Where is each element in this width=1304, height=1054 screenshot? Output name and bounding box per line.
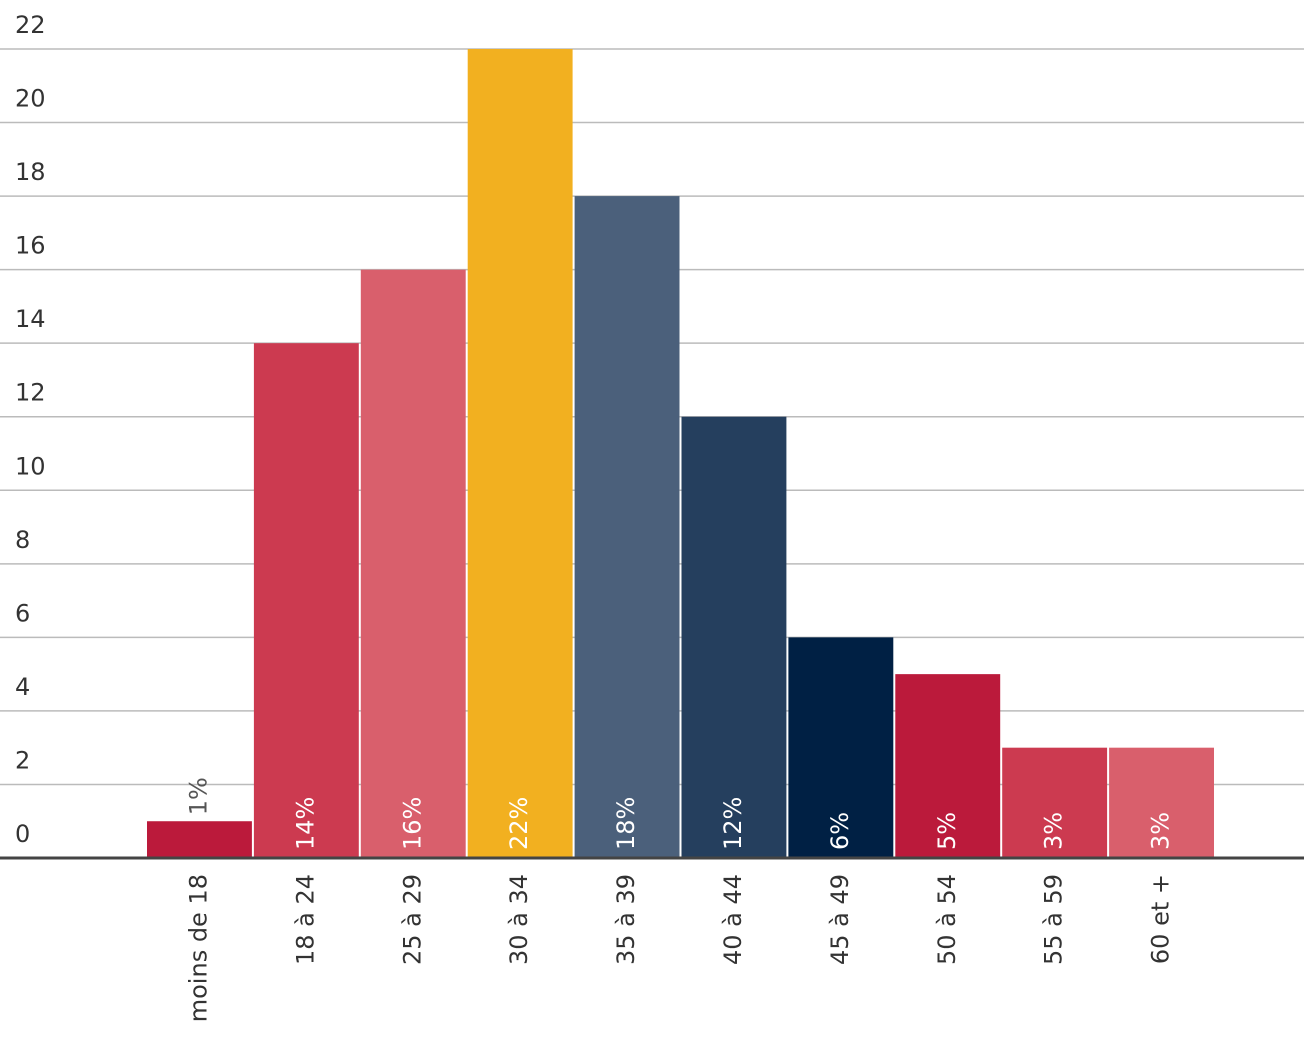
bar [788, 637, 894, 858]
x-tick-label: 18 à 24 [291, 874, 319, 965]
value-label: 3% [1147, 812, 1175, 850]
value-label: 14% [291, 797, 319, 850]
x-tick-label: 25 à 29 [398, 874, 426, 965]
bar [1002, 747, 1108, 858]
bar [681, 416, 787, 858]
value-label: 22% [505, 797, 533, 850]
bar [253, 343, 359, 858]
x-tick-label: 50 à 54 [933, 874, 961, 965]
y-tick-label: 10 [15, 452, 46, 480]
y-tick-label: 8 [15, 526, 30, 554]
y-tick-label: 6 [15, 599, 30, 627]
y-tick-label: 4 [15, 673, 30, 701]
y-tick-label: 16 [15, 232, 46, 260]
y-tick-label: 2 [15, 746, 30, 774]
value-label: 5% [933, 812, 961, 850]
bar [467, 49, 573, 858]
x-tick-label: 60 et + [1147, 874, 1175, 964]
x-tick-label: moins de 18 [184, 874, 212, 1022]
y-tick-label: 22 [15, 11, 46, 39]
y-tick-label: 20 [15, 85, 46, 113]
value-label: 1% [184, 777, 212, 815]
y-tick-label: 14 [15, 305, 46, 333]
y-tick-label: 18 [15, 158, 46, 186]
y-tick-label: 12 [15, 379, 46, 407]
value-label: 6% [826, 812, 854, 850]
bar [147, 821, 252, 858]
value-label: 18% [612, 797, 640, 850]
x-tick-label: 55 à 59 [1040, 874, 1068, 965]
value-label: 16% [398, 797, 426, 850]
bar [360, 269, 466, 858]
x-tick-label: 40 à 44 [719, 874, 747, 965]
bar [574, 196, 680, 858]
bar [1109, 747, 1214, 858]
x-tick-label: 30 à 34 [505, 874, 533, 965]
bar [895, 674, 1001, 858]
x-tick-label: 35 à 39 [612, 874, 640, 965]
value-label: 3% [1040, 812, 1068, 850]
value-label: 12% [719, 797, 747, 850]
x-tick-label: 45 à 49 [826, 874, 854, 965]
y-tick-label: 0 [15, 820, 30, 848]
